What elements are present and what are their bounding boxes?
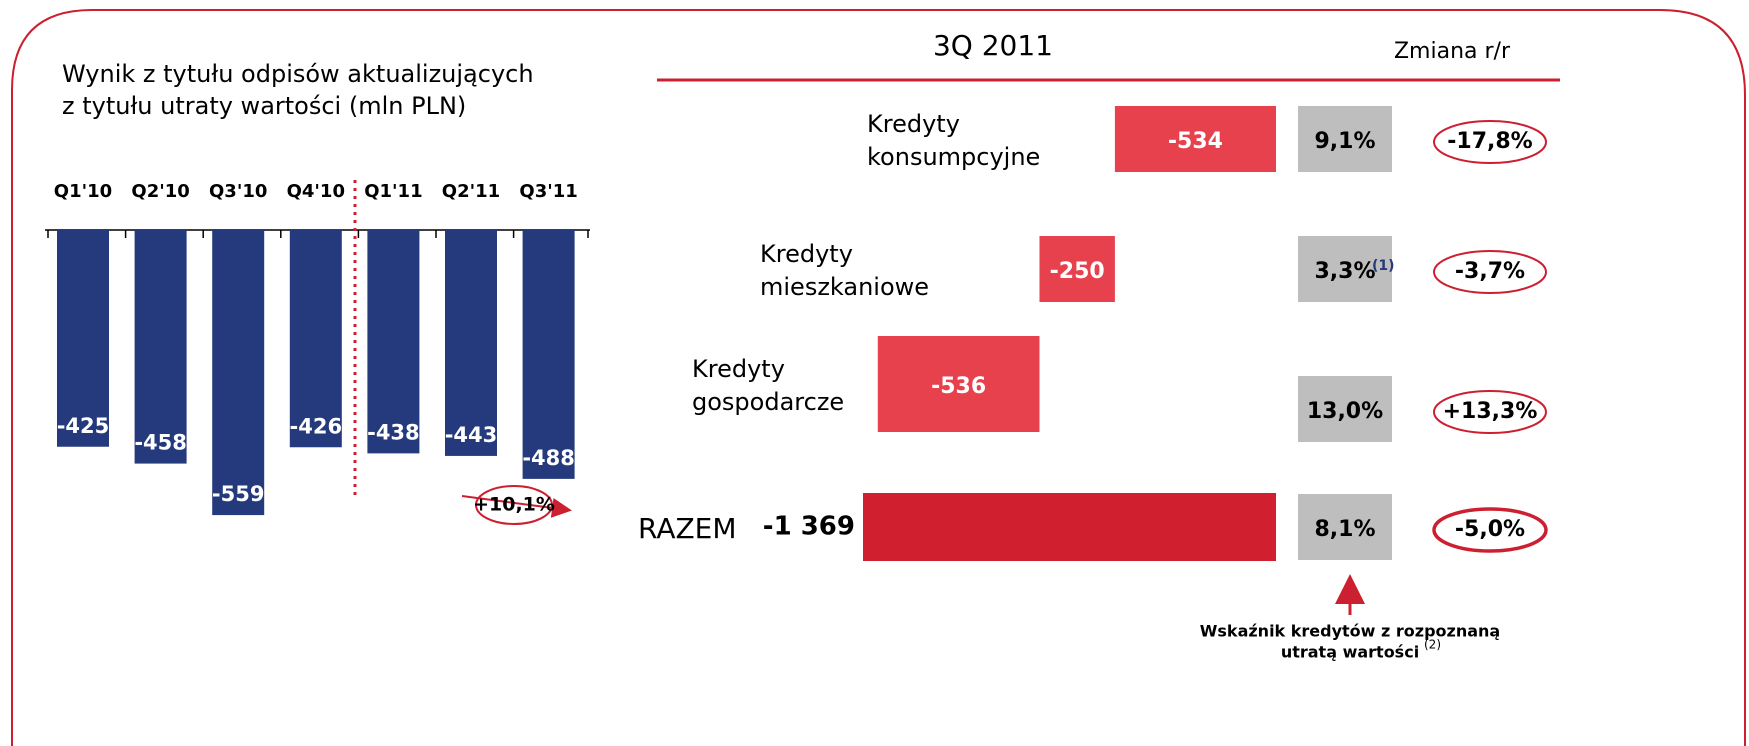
value-label: -534 bbox=[1168, 129, 1223, 154]
x-tick-label: Q2'11 bbox=[442, 181, 500, 202]
share-label: 8,1% bbox=[1314, 517, 1375, 542]
annotation-ring bbox=[475, 485, 553, 525]
bar bbox=[57, 230, 109, 447]
value-label: -425 bbox=[57, 414, 110, 438]
x-tick-label: Q3'11 bbox=[519, 181, 577, 202]
share-label: 3,3% bbox=[1314, 259, 1375, 284]
total-value-label: -1 369 bbox=[763, 512, 855, 542]
bar bbox=[522, 230, 575, 479]
share-label: 9,1% bbox=[1314, 129, 1375, 154]
value-label: -250 bbox=[1050, 259, 1105, 284]
x-tick-label: Q1'11 bbox=[364, 181, 422, 202]
chart-title: 3Q 2011 bbox=[933, 29, 1053, 62]
share-box bbox=[1298, 236, 1392, 302]
value-label: -426 bbox=[290, 414, 343, 438]
bar bbox=[1114, 106, 1276, 172]
share-box bbox=[1298, 106, 1392, 172]
category-label: mieszkaniowe bbox=[760, 273, 929, 301]
change-label: -5,0% bbox=[1455, 517, 1525, 542]
category-label: Kredyty bbox=[760, 240, 853, 268]
value-label: -536 bbox=[931, 374, 986, 399]
bar bbox=[212, 230, 265, 516]
value-label: -443 bbox=[445, 423, 498, 447]
change-label: -3,7% bbox=[1455, 259, 1525, 284]
change-label: -17,8% bbox=[1447, 129, 1532, 154]
frame bbox=[11, 9, 1746, 746]
category-label: gospodarcze bbox=[692, 388, 844, 416]
chart-title: z tytułu utraty wartości (mln PLN) bbox=[62, 92, 466, 120]
x-tick-label: Q2'10 bbox=[131, 181, 189, 202]
value-label: -488 bbox=[522, 446, 575, 470]
bar bbox=[289, 230, 342, 448]
change-label: +13,3% bbox=[1443, 399, 1538, 424]
change-ring bbox=[1433, 390, 1547, 434]
value-label: -559 bbox=[212, 482, 265, 506]
chart-title: Wynik z tytułu odpisów aktualizujących bbox=[62, 60, 534, 88]
share-box bbox=[1298, 494, 1392, 560]
x-tick-label: Q3'10 bbox=[209, 181, 267, 202]
change-ring bbox=[1432, 507, 1548, 553]
category-label: konsumpcyjne bbox=[867, 143, 1040, 171]
total-bar bbox=[863, 493, 1276, 561]
total-label: RAZEM bbox=[638, 512, 737, 545]
value-label: -458 bbox=[134, 431, 187, 455]
note: utratą wartości bbox=[1281, 643, 1419, 662]
share-box bbox=[1298, 376, 1392, 442]
column-header: Zmiana r/r bbox=[1394, 39, 1511, 64]
share-label: 13,0% bbox=[1307, 399, 1383, 424]
x-tick-label: Q1'10 bbox=[54, 181, 112, 202]
note-ref: (2) bbox=[1424, 638, 1441, 652]
footnote-ref: (1) bbox=[1372, 258, 1395, 274]
bar bbox=[1039, 236, 1115, 302]
note: Wskaźnik kredytów z rozpoznaną bbox=[1200, 622, 1500, 641]
category-label: Kredyty bbox=[867, 110, 960, 138]
value-label: -438 bbox=[367, 420, 420, 444]
bar bbox=[877, 336, 1040, 432]
bar bbox=[134, 230, 187, 464]
category-label: Kredyty bbox=[692, 355, 785, 383]
annotation: +10,1% bbox=[473, 494, 555, 516]
x-tick-label: Q4'10 bbox=[287, 181, 345, 202]
bar bbox=[367, 230, 420, 454]
change-ring bbox=[1433, 120, 1547, 164]
annotation-arrow bbox=[461, 495, 572, 518]
change-ring bbox=[1433, 250, 1547, 294]
bar bbox=[445, 230, 497, 456]
